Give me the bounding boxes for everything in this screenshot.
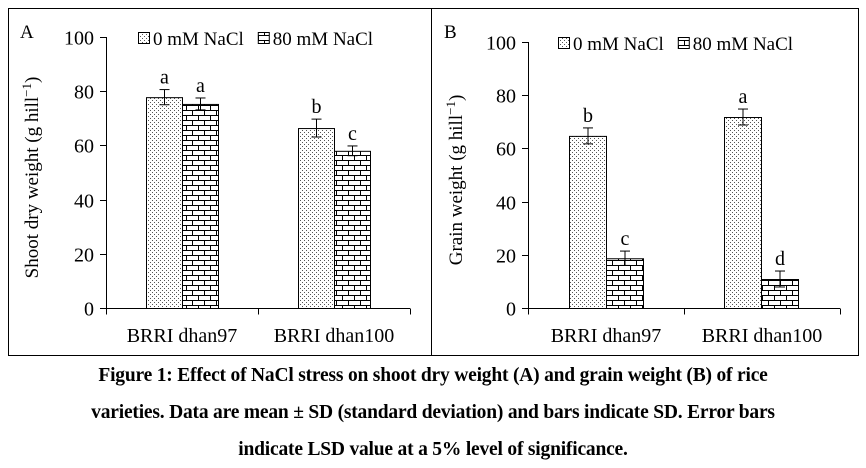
x-category-label: BRRI dhan100	[702, 325, 823, 347]
bar	[298, 128, 335, 309]
significance-letter: c	[348, 123, 357, 145]
caption-line-1: Figure 1: Effect of NaCl stress on shoot…	[98, 365, 768, 386]
panel-label: A	[20, 22, 34, 43]
legend-label: 80 mM NaCl	[273, 29, 373, 50]
y-tick-label: 100	[64, 28, 94, 50]
y-tick-label: 40	[74, 191, 94, 213]
significance-letter: b	[312, 96, 322, 118]
y-tick-label: 20	[496, 246, 516, 268]
significance-letter: a	[196, 75, 205, 97]
y-tick-label: 60	[496, 139, 516, 161]
bar	[569, 135, 607, 309]
significance-letter: a	[739, 86, 748, 108]
legend-swatch	[558, 37, 570, 49]
y-tick-label: 0	[84, 299, 94, 321]
figure-caption: Figure 1: Effect of NaCl stress on shoot…	[0, 357, 866, 468]
legend-label: 80 mM NaCl	[693, 34, 793, 55]
bar	[334, 150, 371, 309]
legend-swatch	[257, 32, 270, 44]
y-tick-label: 20	[74, 245, 94, 267]
caption-line-3: indicate LSD value at a 5% level of sign…	[238, 439, 628, 460]
y-tick-label: 40	[496, 193, 516, 215]
panel-frame	[8, 8, 859, 356]
caption-line-2: varieties. Data are mean ± SD (standard …	[91, 402, 775, 423]
y-tick-label: 80	[496, 86, 516, 108]
y-axis-label: Grain weight (g hill−1)	[443, 95, 467, 266]
panel-a-shoot-dry-weight: A 0 20 40 60 80 100 BRRI dhan97 BRRI dhan100 a b a c…	[19, 22, 411, 347]
x-category-label: BRRI dhan97	[127, 325, 238, 347]
y-tick-label: 60	[74, 136, 94, 158]
legend-swatch	[677, 37, 690, 49]
y-tick-label: 80	[74, 82, 94, 104]
panel-label: B	[444, 22, 457, 43]
bar	[146, 97, 183, 309]
y-axis-label: Shoot dry weight (g hill−1)	[19, 77, 43, 279]
significance-letter: a	[160, 67, 169, 89]
significance-letter: b	[583, 105, 593, 127]
panel-b-grain-weight: B 0 20 40 60 80 100 BRRI dhan97 BRRI dhan100 b a c d…	[443, 22, 841, 347]
x-category-label: BRRI dhan97	[551, 325, 662, 347]
legend-label: 0 mM NaCl	[573, 34, 664, 55]
x-category-label: BRRI dhan100	[274, 325, 395, 347]
significance-letter: d	[775, 248, 785, 270]
bar	[182, 103, 219, 309]
bar	[724, 117, 762, 310]
significance-letter: c	[621, 228, 630, 250]
legend-label: 0 mM NaCl	[153, 29, 244, 50]
bar	[606, 258, 644, 309]
legend-swatch	[138, 32, 150, 44]
y-tick-label: 100	[486, 33, 516, 55]
figure-panels: A 0 20 40 60 80 100 BRRI dhan97 BRRI dhan100 a b a c…	[8, 8, 859, 356]
y-tick-label: 0	[506, 299, 516, 321]
